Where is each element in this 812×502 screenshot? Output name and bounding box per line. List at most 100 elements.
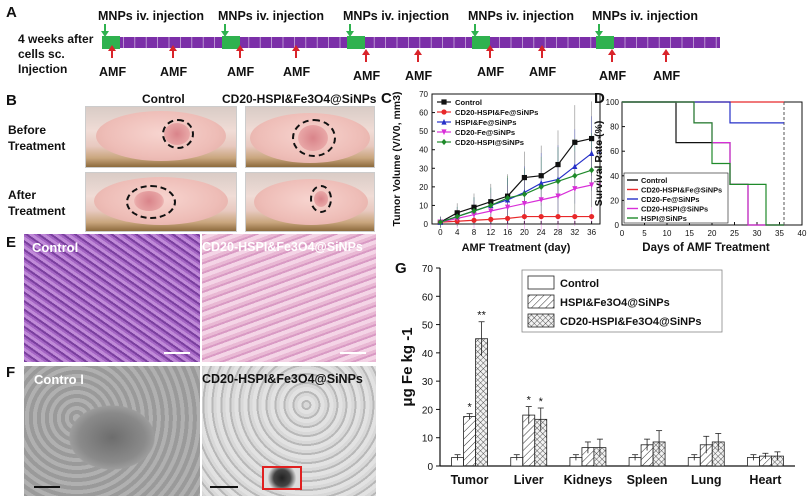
data-point — [521, 213, 527, 220]
x-tick-label: 0 — [620, 229, 625, 238]
panel-b-col-treat: CD20-HSPI&Fe3O4@SiNPs — [222, 92, 377, 106]
data-point — [521, 191, 527, 198]
injection-block — [347, 36, 365, 49]
x-tick-label: 32 — [570, 228, 579, 237]
tem-treated: CD20-HSPI&Fe3O4@SiNPs — [202, 366, 376, 496]
data-point — [589, 135, 595, 142]
amf-label: AMF — [160, 65, 187, 79]
timeline-bar — [102, 37, 720, 48]
x-tick-label: 12 — [486, 228, 495, 237]
data-point — [521, 174, 527, 181]
legend-label: CD20-HSPI&Fe3O4@SiNPs — [560, 316, 702, 328]
y-tick-label: 60 — [422, 292, 434, 303]
tem-control-label: Contro l — [34, 372, 84, 387]
panel-label-c: C — [381, 90, 392, 107]
injection-arrow-head — [221, 31, 229, 37]
bar — [475, 338, 488, 467]
y-axis-label: μg Fe kg -1 — [399, 327, 416, 406]
x-tick-label: 8 — [472, 228, 477, 237]
data-point — [589, 213, 595, 220]
panel-label-d: D — [594, 90, 605, 107]
y-tick-label: 30 — [419, 164, 428, 173]
significance-mark: * — [539, 396, 544, 408]
amf-arrow-head — [608, 49, 616, 55]
amf-label: AMF — [405, 69, 432, 83]
data-point — [572, 163, 578, 170]
x-tick-label: 0 — [438, 228, 443, 237]
he-treat-label: CD20-HSPI&Fe3O4@SiNPs — [202, 240, 363, 254]
data-point — [555, 193, 561, 200]
amf-label: AMF — [653, 69, 680, 83]
panel-b-row-after: After Treatment — [8, 187, 65, 219]
injection-label: MNPs iv. injection — [468, 9, 574, 23]
amf-label: AMF — [477, 65, 504, 79]
data-point — [471, 204, 477, 210]
legend-label: HSPI@SiNPs — [641, 214, 687, 223]
amf-arrow-head — [292, 45, 300, 51]
amf-arrow-head — [486, 45, 494, 51]
data-point — [441, 118, 447, 125]
data-point — [538, 197, 544, 203]
legend-swatch — [527, 294, 555, 309]
y-axis-label: Survival Rate (%) — [593, 121, 605, 207]
y-tick-label: 10 — [419, 201, 428, 210]
amf-label: AMF — [283, 65, 310, 79]
y-tick-label: 40 — [422, 349, 434, 360]
data-point — [555, 178, 561, 185]
panel-b-row-before: Before Treatment — [8, 122, 65, 154]
significance-mark: * — [467, 402, 472, 414]
amf-arrow-head — [108, 45, 116, 51]
category-label: Tumor — [451, 473, 489, 487]
legend-label: Control — [641, 176, 667, 185]
injection-block — [222, 36, 240, 49]
legend-label: CD20-HSPI@SiNPs — [641, 205, 708, 214]
significance-mark: * — [598, 166, 602, 176]
legend-label: HSPI&Fe@SiNPs — [455, 118, 516, 127]
data-point — [572, 213, 578, 220]
significance-mark: * — [598, 135, 602, 145]
data-point — [505, 215, 511, 222]
row-before-line-1: Before — [8, 123, 47, 137]
y-tick-label: 20 — [422, 405, 434, 416]
row-before-line-2: Treatment — [8, 139, 66, 153]
y-tick-label: 40 — [419, 146, 428, 155]
timeline-diagram: MNPs iv. injection MNPs iv. injection MNPs… — [98, 9, 720, 83]
series-line — [440, 184, 592, 223]
injection-block — [596, 36, 614, 49]
significance-mark: ** — [477, 310, 486, 322]
data-point — [589, 150, 595, 157]
x-tick-label: 15 — [685, 229, 694, 238]
injection-label: MNPs iv. injection — [592, 9, 698, 23]
x-tick-label: 5 — [642, 229, 647, 238]
legend-label: CD20-HSPI@SiNPs — [455, 138, 524, 147]
data-point — [441, 99, 447, 105]
y-tick-label: 60 — [419, 109, 428, 118]
data-point — [538, 173, 544, 179]
legend-box — [623, 172, 729, 224]
photo-control-after — [85, 172, 237, 232]
significance-mark: * — [527, 395, 532, 407]
panel-label-e: E — [6, 234, 17, 251]
x-tick-label: 10 — [663, 229, 672, 238]
timeline-left-label: 4 weeks after cells sc. Injection — [18, 32, 93, 77]
tumor-volume-chart: 0 10 20 30 40 50 60 70 0 4 8 12 16 20 24 28 32 36 AMF Trea… — [391, 90, 602, 254]
injection-arrow-head — [595, 31, 603, 37]
data-point — [521, 200, 527, 207]
data-point — [538, 213, 544, 220]
legend-label: CD20-HSPI&Fe@SiNPs — [641, 186, 722, 195]
injection-label: MNPs iv. injection — [98, 9, 204, 23]
data-point — [488, 216, 494, 222]
x-tick-label: 24 — [537, 228, 546, 237]
legend-label: CD20-Fe@SiNPs — [455, 128, 515, 137]
he-stain-control: Control — [24, 234, 200, 362]
y-tick-label: 20 — [610, 196, 619, 205]
injection-arrow-head — [346, 31, 354, 37]
data-point — [589, 182, 595, 189]
photo-control-before — [85, 106, 237, 168]
legend-label: CD20-Fe@SiNPs — [641, 195, 700, 204]
photo-treat-after — [245, 172, 375, 232]
category-label: Lung — [691, 473, 722, 487]
y-tick-label: 70 — [422, 264, 434, 275]
category-label: Heart — [749, 473, 782, 487]
timeline-left-line-3: Injection — [18, 62, 68, 76]
